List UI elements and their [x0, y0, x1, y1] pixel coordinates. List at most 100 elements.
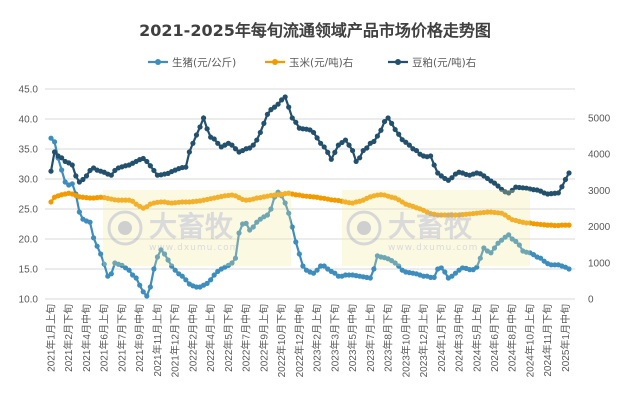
x-tick-label: 2022年12月中旬	[293, 304, 306, 377]
data-point	[69, 181, 75, 187]
x-tick-label: 2024年11月下旬	[541, 304, 554, 377]
x-axis-ticks: 2021年1月上旬 2021年2月下旬 2021年4月中旬 2021年6月上旬 2021…	[45, 304, 572, 377]
data-point	[449, 273, 455, 279]
data-point	[140, 289, 146, 295]
data-point	[286, 104, 292, 110]
right-axis-ticks: 0 1000 2000 3000 4000 5000	[588, 113, 611, 305]
data-point	[342, 137, 349, 143]
gridlines	[45, 88, 575, 300]
data-point	[250, 224, 256, 230]
data-point	[349, 147, 356, 154]
data-point	[73, 173, 79, 179]
data-point	[183, 277, 189, 283]
right-tick-label: 3000	[588, 186, 611, 197]
data-point	[314, 135, 320, 141]
legend-marker-icon	[155, 59, 161, 65]
svg-text:www.dxumu.com: www.dxumu.com	[388, 243, 478, 253]
x-tick-label: 2023年7月上旬	[364, 304, 377, 372]
right-tick-label: 1000	[588, 258, 611, 269]
data-point	[357, 155, 363, 161]
series-1	[48, 190, 572, 229]
data-point	[378, 127, 384, 133]
data-point	[325, 149, 331, 155]
data-point	[190, 140, 196, 146]
data-point	[562, 176, 569, 183]
data-point	[51, 139, 58, 145]
legend: 生猪(元/公斤) 玉米(元/吨)右 豆粕(元/吨)右	[148, 56, 476, 69]
data-point	[488, 250, 494, 256]
data-point	[449, 175, 455, 181]
x-tick-label: 2022年7月中旬	[240, 304, 253, 372]
x-tick-label: 2023年10月中旬	[399, 304, 412, 377]
x-tick-label: 2022年9月上旬	[257, 304, 270, 372]
legend-marker-icon	[395, 59, 401, 65]
data-point	[310, 129, 317, 136]
data-point	[232, 146, 239, 152]
data-point	[101, 261, 107, 267]
data-point	[204, 280, 210, 286]
x-tick-label: 2021年7月下旬	[115, 304, 128, 372]
x-tick-label: 2023年2月上旬	[311, 304, 324, 372]
data-point	[229, 142, 235, 148]
data-point	[94, 243, 100, 249]
data-point	[90, 235, 97, 241]
data-point	[144, 158, 150, 165]
x-tick-label: 2023年8月下旬	[382, 304, 395, 372]
data-point	[211, 136, 217, 142]
x-tick-label: 2025年1月中旬	[559, 304, 572, 372]
data-point	[229, 260, 235, 266]
data-point	[59, 155, 65, 161]
x-tick-label: 2021年1月上旬	[45, 304, 58, 372]
data-point	[147, 163, 153, 169]
data-point	[282, 200, 288, 206]
data-point	[268, 206, 274, 212]
data-point	[346, 142, 352, 148]
data-point	[392, 260, 398, 266]
data-point	[396, 263, 402, 269]
data-point	[275, 101, 281, 107]
data-point	[495, 240, 501, 246]
data-point	[236, 230, 242, 236]
data-point	[69, 162, 75, 168]
x-tick-label: 2021年9月中旬	[133, 304, 146, 372]
data-point	[130, 272, 136, 278]
data-point	[186, 149, 192, 155]
data-point	[310, 270, 317, 276]
svg-text:www.dxumu.com: www.dxumu.com	[149, 243, 239, 253]
data-point	[271, 104, 278, 110]
legend-label: 生猪(元/公斤)	[172, 56, 236, 69]
data-point	[413, 147, 420, 154]
legend-item: 玉米(元/吨)右	[265, 56, 353, 69]
left-tick-label: 25.0	[19, 205, 39, 216]
data-point	[516, 242, 522, 248]
data-point	[367, 275, 373, 281]
data-point	[83, 173, 90, 179]
data-point	[211, 272, 217, 278]
data-point	[296, 251, 302, 257]
data-point	[250, 142, 256, 148]
data-point	[566, 222, 572, 228]
legend-label: 玉米(元/吨)右	[289, 56, 353, 69]
data-point	[59, 167, 65, 173]
x-tick-label: 2023年12月上旬	[417, 304, 430, 377]
data-point	[48, 168, 54, 174]
data-point	[200, 115, 207, 121]
data-point	[165, 257, 171, 263]
data-point	[477, 255, 483, 261]
data-point	[538, 255, 544, 261]
data-point	[566, 170, 572, 176]
data-point	[321, 263, 327, 269]
x-tick-label: 2021年2月下旬	[62, 304, 75, 372]
data-point	[289, 224, 295, 230]
data-point	[431, 274, 437, 280]
series-2	[48, 94, 572, 197]
data-point	[381, 118, 388, 125]
data-point	[498, 237, 505, 243]
left-tick-label: 20.0	[19, 235, 39, 246]
chart-title: 2021-2025年每旬流通领域产品市场价格走势图	[139, 21, 491, 40]
data-point	[169, 263, 175, 269]
